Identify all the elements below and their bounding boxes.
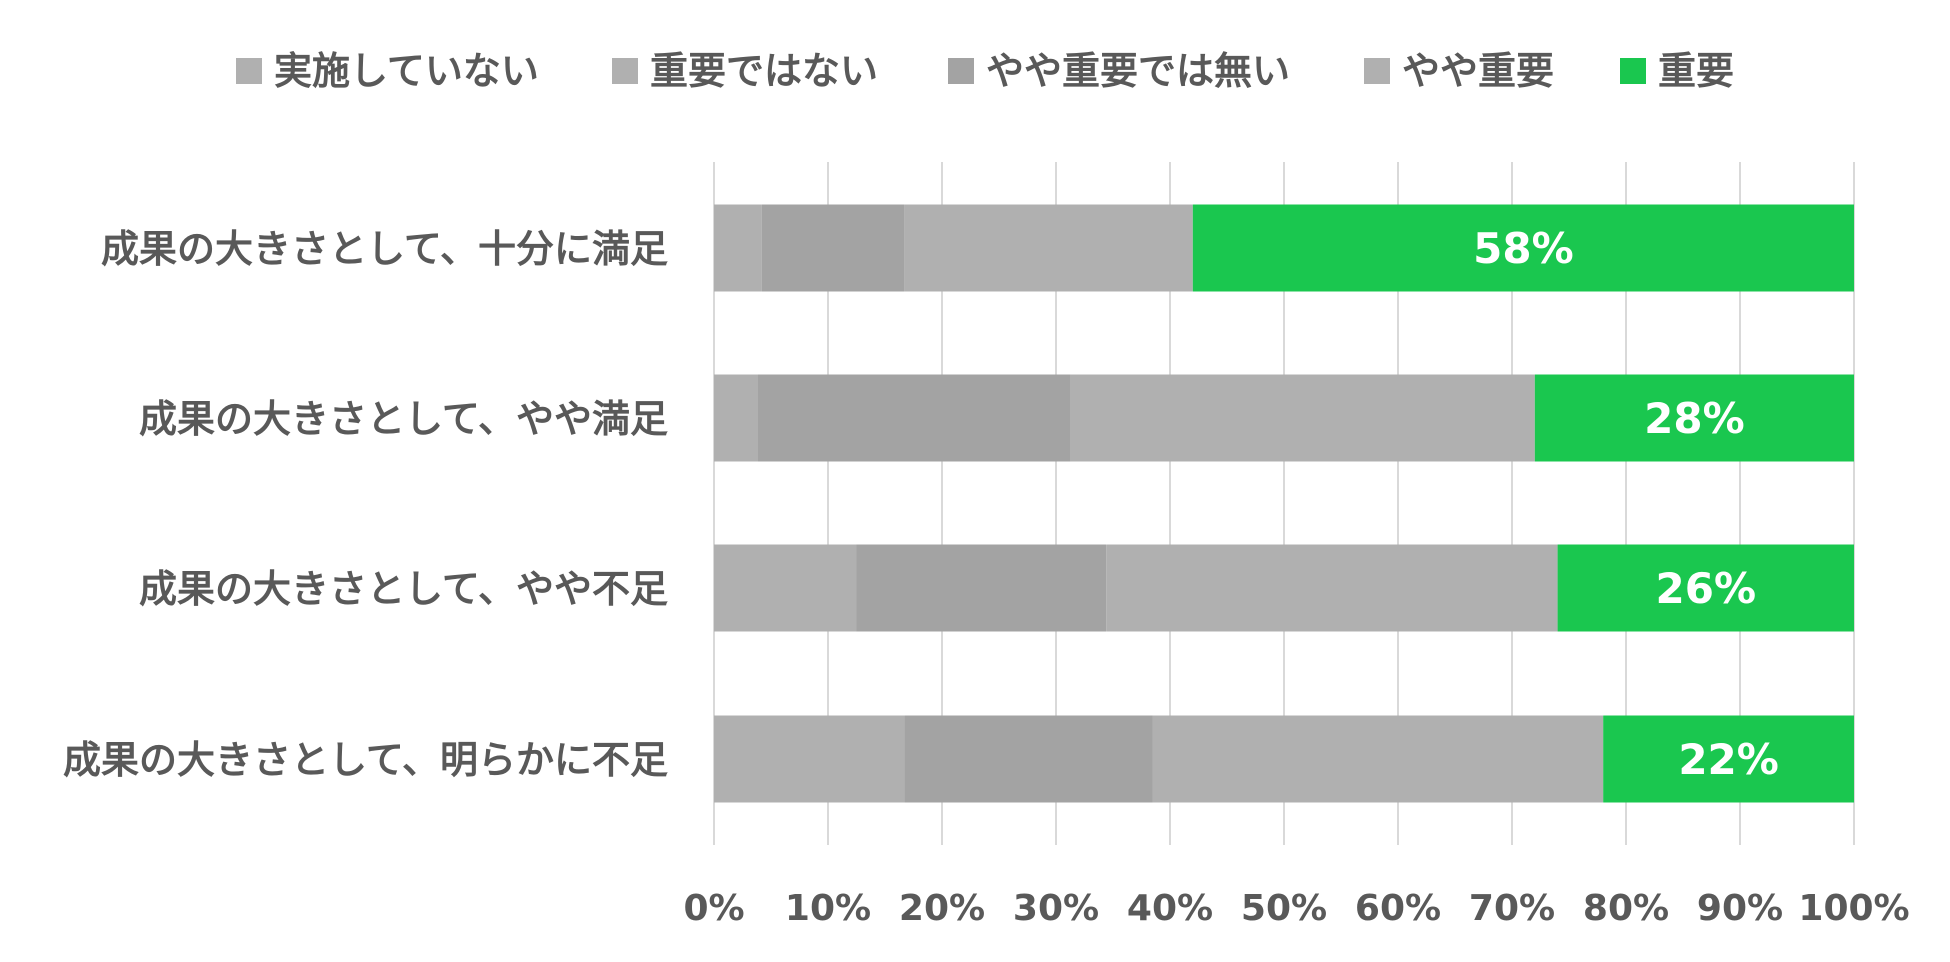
bar-segment [757,374,1071,462]
bar-segment [1534,374,1854,462]
bar-segment [714,374,758,462]
legend-label: 実施していない [274,49,539,93]
bar-segment [761,204,905,292]
x-tick-label: 30% [1013,888,1099,929]
legend-swatch [612,58,638,84]
x-tick-label: 50% [1241,888,1327,929]
legend-label: 重要 [1658,49,1734,93]
category-label: 成果の大きさとして、明らかに不足 [63,738,668,782]
bar-segment [714,544,857,632]
legend-swatch [948,58,974,84]
legend: 実施していない 重要ではない やや重要では無い やや重要 重要 [236,49,1734,93]
bar-segment [904,204,1193,292]
x-tick-label: 0% [683,888,744,929]
x-tick-label: 70% [1469,888,1555,929]
data-label: 22% [1678,735,1779,784]
bar-segment [714,715,905,803]
category-label: 成果の大きさとして、十分に満足 [101,227,668,271]
bar-segment [856,544,1107,632]
x-axis-tick-labels: 0% 10% 20% 30% 40% 50% 60% 70% 80% 90% 100% [683,888,1909,929]
x-tick-label: 10% [785,888,871,929]
x-tick-label: 40% [1127,888,1213,929]
bar-segment [1192,204,1854,292]
x-tick-label: 80% [1583,888,1669,929]
bar-segment [1557,544,1854,632]
legend-label: やや重要では無い [986,49,1290,93]
data-label: 26% [1656,564,1757,613]
bar-segment [714,204,762,292]
x-tick-label: 20% [899,888,985,929]
legend-swatch [236,58,262,84]
bars [714,204,1854,803]
bar-segment [1106,544,1558,632]
data-labels: 58% 28% 26% 22% [1473,224,1779,784]
category-labels: 成果の大きさとして、十分に満足成果の大きさとして、やや満足成果の大きさとして、や… [63,227,668,782]
category-label: 成果の大きさとして、やや満足 [139,397,668,441]
bar-segment [1152,715,1604,803]
legend-swatch [1364,58,1390,84]
bar-segment [1070,374,1535,462]
bar-segment [904,715,1153,803]
legend-label: 重要ではない [650,49,878,93]
data-label: 58% [1473,224,1574,273]
x-tick-label: 90% [1697,888,1783,929]
x-tick-label: 100% [1798,888,1909,929]
x-tick-label: 60% [1355,888,1441,929]
legend-swatch [1620,58,1646,84]
category-label: 成果の大きさとして、やや不足 [139,567,668,611]
bar-segment [1603,715,1854,803]
legend-label: やや重要 [1402,49,1554,93]
data-label: 28% [1644,394,1745,443]
